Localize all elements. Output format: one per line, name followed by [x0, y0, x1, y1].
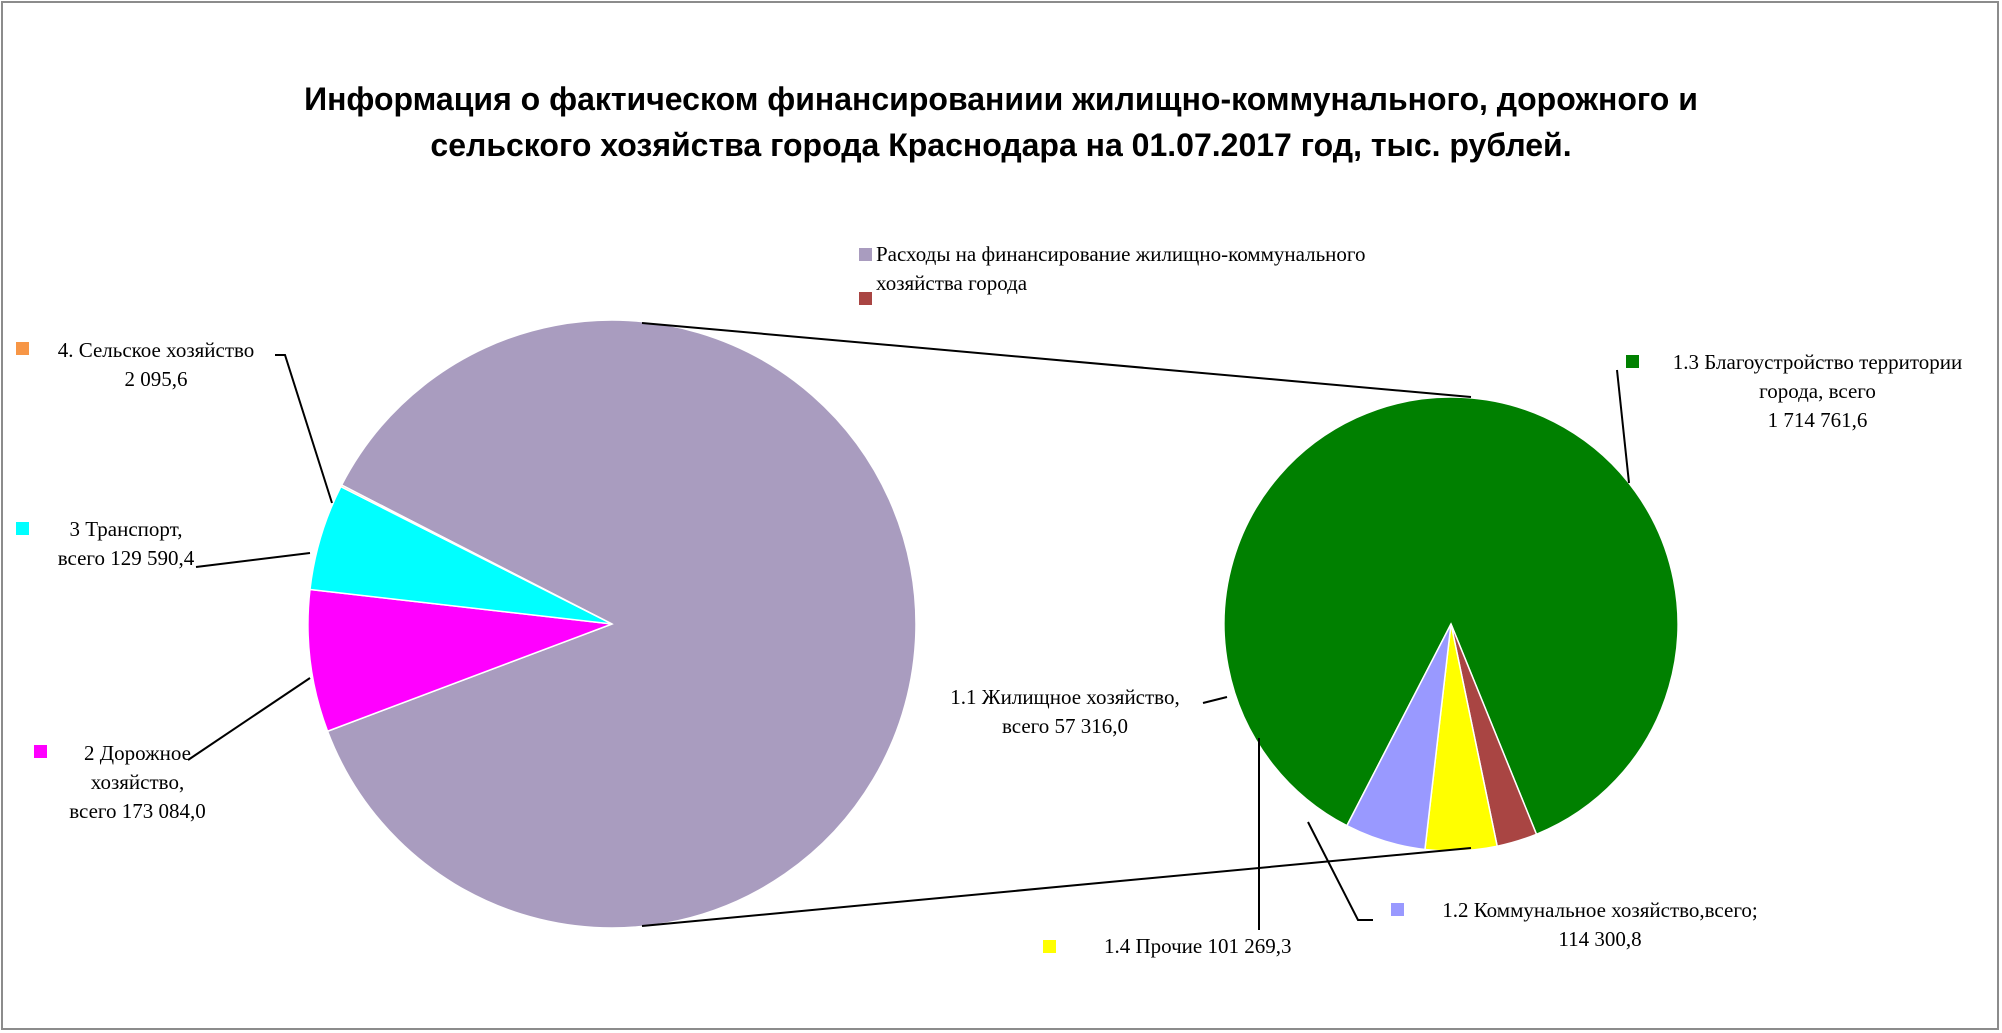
leader-line-housing: [1202, 696, 1228, 704]
label-landscaping-line-2: города, всего: [1759, 379, 1876, 403]
marker-roads: [34, 745, 47, 758]
label-transport-line-2: всего 129 590,4: [57, 546, 195, 570]
chart-title: Информация о фактическом финансированиии…: [0, 76, 2002, 168]
leader-line-communal: [1307, 821, 1373, 921]
label-landscaping-line-3: 1 714 761,6: [1767, 408, 1868, 432]
label-other-line-1: 1.4 Прочие 101 269,3: [1104, 934, 1292, 958]
legend-marker-red: [859, 292, 872, 305]
label-other: 1.4 Прочие 101 269,3: [1104, 932, 1292, 961]
connector-line-bottom: [641, 847, 1472, 927]
leader-line-transport: [195, 552, 311, 568]
main-pie-slice-1: [326, 319, 917, 929]
label-roads-line-1: 2 Дорожное: [84, 741, 191, 765]
label-housing: 1.1 Жилищное хозяйство, всего 57 316,0: [920, 683, 1210, 741]
label-roads-line-2: хозяйство,: [90, 770, 185, 794]
chart-title-line-1: Информация о фактическом финансированиии…: [304, 81, 1698, 117]
legend-label-line-1: Расходы на финансирование жилищно-коммун…: [876, 242, 1366, 266]
label-agriculture: 4. Сельское хозяйство 2 095,6: [36, 336, 276, 394]
label-landscaping-line-1: 1.3 Благоустройство территории: [1672, 350, 1963, 374]
main-pie-slice-2: [307, 588, 613, 733]
chart-title-line-2: сельского хозяйства города Краснодара на…: [430, 127, 1572, 163]
label-housing-line-1: 1.1 Жилищное хозяйство,: [950, 685, 1180, 709]
label-housing-line-2: всего 57 316,0: [1001, 714, 1129, 738]
marker-landscaping: [1626, 355, 1639, 368]
connector-line-top: [641, 322, 1472, 398]
label-communal-line-2: 114 300,8: [1558, 927, 1642, 951]
label-roads-line-3: всего 173 084,0: [69, 799, 206, 823]
label-roads: 2 Дорожное хозяйство, всего 173 084,0: [40, 739, 235, 826]
label-landscaping: 1.3 Благоустройство территории города, в…: [1640, 348, 1995, 435]
label-communal-line-1: 1.2 Коммунальное хозяйство,всего;: [1442, 898, 1758, 922]
label-leader-lines: [187, 354, 1630, 930]
marker-transport: [16, 522, 29, 535]
secondary-pie-slice-1: [1223, 396, 1679, 836]
secondary-pie: [1223, 396, 1679, 852]
secondary-pie-slice-4: [1345, 623, 1452, 851]
leader-line-roads: [187, 677, 311, 761]
main-pie: [307, 319, 917, 929]
legend-marker-purple: [859, 248, 872, 261]
label-transport: 3 Транспорт, всего 129 590,4: [36, 515, 216, 573]
legend-label-line-2: хозяйства города: [876, 271, 1028, 295]
legend-label-housing-communal: Расходы на финансирование жилищно-коммун…: [876, 240, 1366, 298]
marker-other: [1043, 940, 1056, 953]
main-pie-slice-4: [339, 484, 613, 625]
marker-agriculture: [16, 342, 29, 355]
label-communal: 1.2 Коммунальное хозяйство,всего; 114 30…: [1410, 896, 1790, 954]
leader-line-agriculture: [275, 354, 333, 504]
label-agriculture-line-1: 4. Сельское хозяйство: [57, 338, 255, 362]
label-agriculture-line-2: 2 095,6: [124, 367, 188, 391]
leader-line-landscaping: [1616, 369, 1630, 484]
marker-communal: [1391, 903, 1404, 916]
label-transport-line-1: 3 Транспорт,: [69, 517, 183, 541]
pie-connector-lines: [641, 322, 1472, 927]
